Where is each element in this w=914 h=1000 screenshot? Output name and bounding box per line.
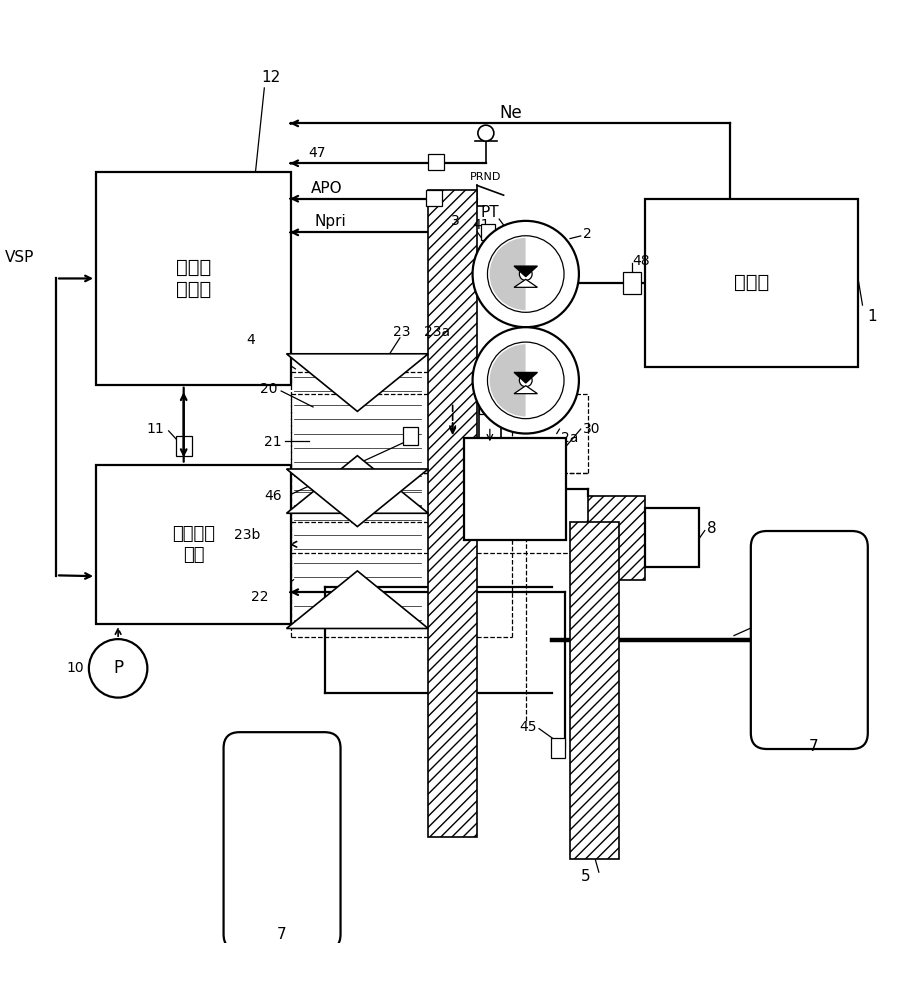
Text: 12: 12 bbox=[261, 70, 281, 85]
Text: 20: 20 bbox=[260, 382, 278, 396]
Circle shape bbox=[478, 125, 494, 141]
Text: 11: 11 bbox=[146, 422, 165, 436]
Wedge shape bbox=[526, 238, 562, 310]
Bar bbox=[550, 738, 565, 758]
Text: 6: 6 bbox=[770, 611, 779, 625]
Wedge shape bbox=[526, 344, 562, 417]
Text: PT: PT bbox=[481, 205, 500, 220]
Text: 21: 21 bbox=[264, 435, 282, 449]
Circle shape bbox=[473, 221, 579, 327]
Text: 4: 4 bbox=[247, 333, 256, 347]
Circle shape bbox=[487, 342, 564, 419]
Text: 23a: 23a bbox=[424, 325, 451, 339]
Text: 油压控制
回路: 油压控制 回路 bbox=[172, 525, 215, 564]
Bar bbox=[482, 224, 494, 240]
Polygon shape bbox=[286, 354, 429, 411]
Circle shape bbox=[487, 236, 564, 312]
Text: 3: 3 bbox=[451, 214, 459, 228]
Bar bbox=[175, 436, 192, 456]
Bar bbox=[429, 154, 444, 170]
Polygon shape bbox=[514, 279, 537, 287]
Polygon shape bbox=[514, 386, 537, 394]
Text: 2a: 2a bbox=[561, 431, 579, 445]
Wedge shape bbox=[490, 344, 526, 417]
Text: 47: 47 bbox=[309, 146, 326, 160]
Text: 23: 23 bbox=[393, 325, 410, 339]
Polygon shape bbox=[286, 469, 429, 527]
Bar bbox=[96, 465, 291, 624]
Polygon shape bbox=[514, 372, 537, 383]
Text: 发动机: 发动机 bbox=[734, 273, 770, 292]
Circle shape bbox=[519, 268, 532, 280]
Text: Npri: Npri bbox=[315, 214, 346, 229]
Circle shape bbox=[473, 327, 579, 434]
Bar bbox=[588, 496, 645, 580]
Text: PRND: PRND bbox=[470, 172, 502, 182]
Polygon shape bbox=[286, 456, 429, 513]
Bar bbox=[645, 199, 858, 367]
Text: P: P bbox=[113, 659, 123, 677]
Text: 8: 8 bbox=[707, 521, 717, 536]
Polygon shape bbox=[286, 571, 429, 628]
Bar bbox=[479, 407, 501, 460]
Text: 23b: 23b bbox=[233, 528, 260, 542]
Text: 10: 10 bbox=[67, 661, 84, 675]
Bar bbox=[570, 522, 619, 859]
Text: 7: 7 bbox=[809, 739, 819, 754]
Text: VSP: VSP bbox=[5, 250, 34, 265]
Circle shape bbox=[519, 374, 532, 387]
Text: 5: 5 bbox=[580, 869, 590, 884]
Text: Ne: Ne bbox=[499, 104, 522, 122]
Circle shape bbox=[89, 639, 147, 698]
Text: 变速器
控制器: 变速器 控制器 bbox=[175, 258, 211, 299]
Bar bbox=[403, 427, 418, 445]
FancyBboxPatch shape bbox=[224, 732, 341, 950]
Bar bbox=[96, 172, 291, 385]
Text: 7: 7 bbox=[277, 927, 287, 942]
Bar bbox=[463, 438, 566, 540]
Text: 22: 22 bbox=[251, 590, 269, 604]
Bar bbox=[645, 508, 698, 567]
Text: 1: 1 bbox=[866, 309, 877, 324]
Text: 42: 42 bbox=[516, 356, 534, 370]
Text: 30: 30 bbox=[583, 422, 600, 436]
Text: APO: APO bbox=[311, 181, 342, 196]
Text: 46: 46 bbox=[264, 489, 282, 503]
Bar bbox=[429, 190, 477, 837]
Text: 41: 41 bbox=[473, 218, 490, 232]
Text: 2: 2 bbox=[583, 227, 592, 241]
Text: 45: 45 bbox=[520, 720, 537, 734]
Wedge shape bbox=[490, 238, 526, 310]
Polygon shape bbox=[514, 266, 537, 277]
Bar bbox=[623, 272, 641, 294]
Bar bbox=[479, 392, 491, 414]
FancyBboxPatch shape bbox=[750, 531, 867, 749]
Bar bbox=[426, 190, 441, 206]
Text: 48: 48 bbox=[632, 254, 650, 268]
